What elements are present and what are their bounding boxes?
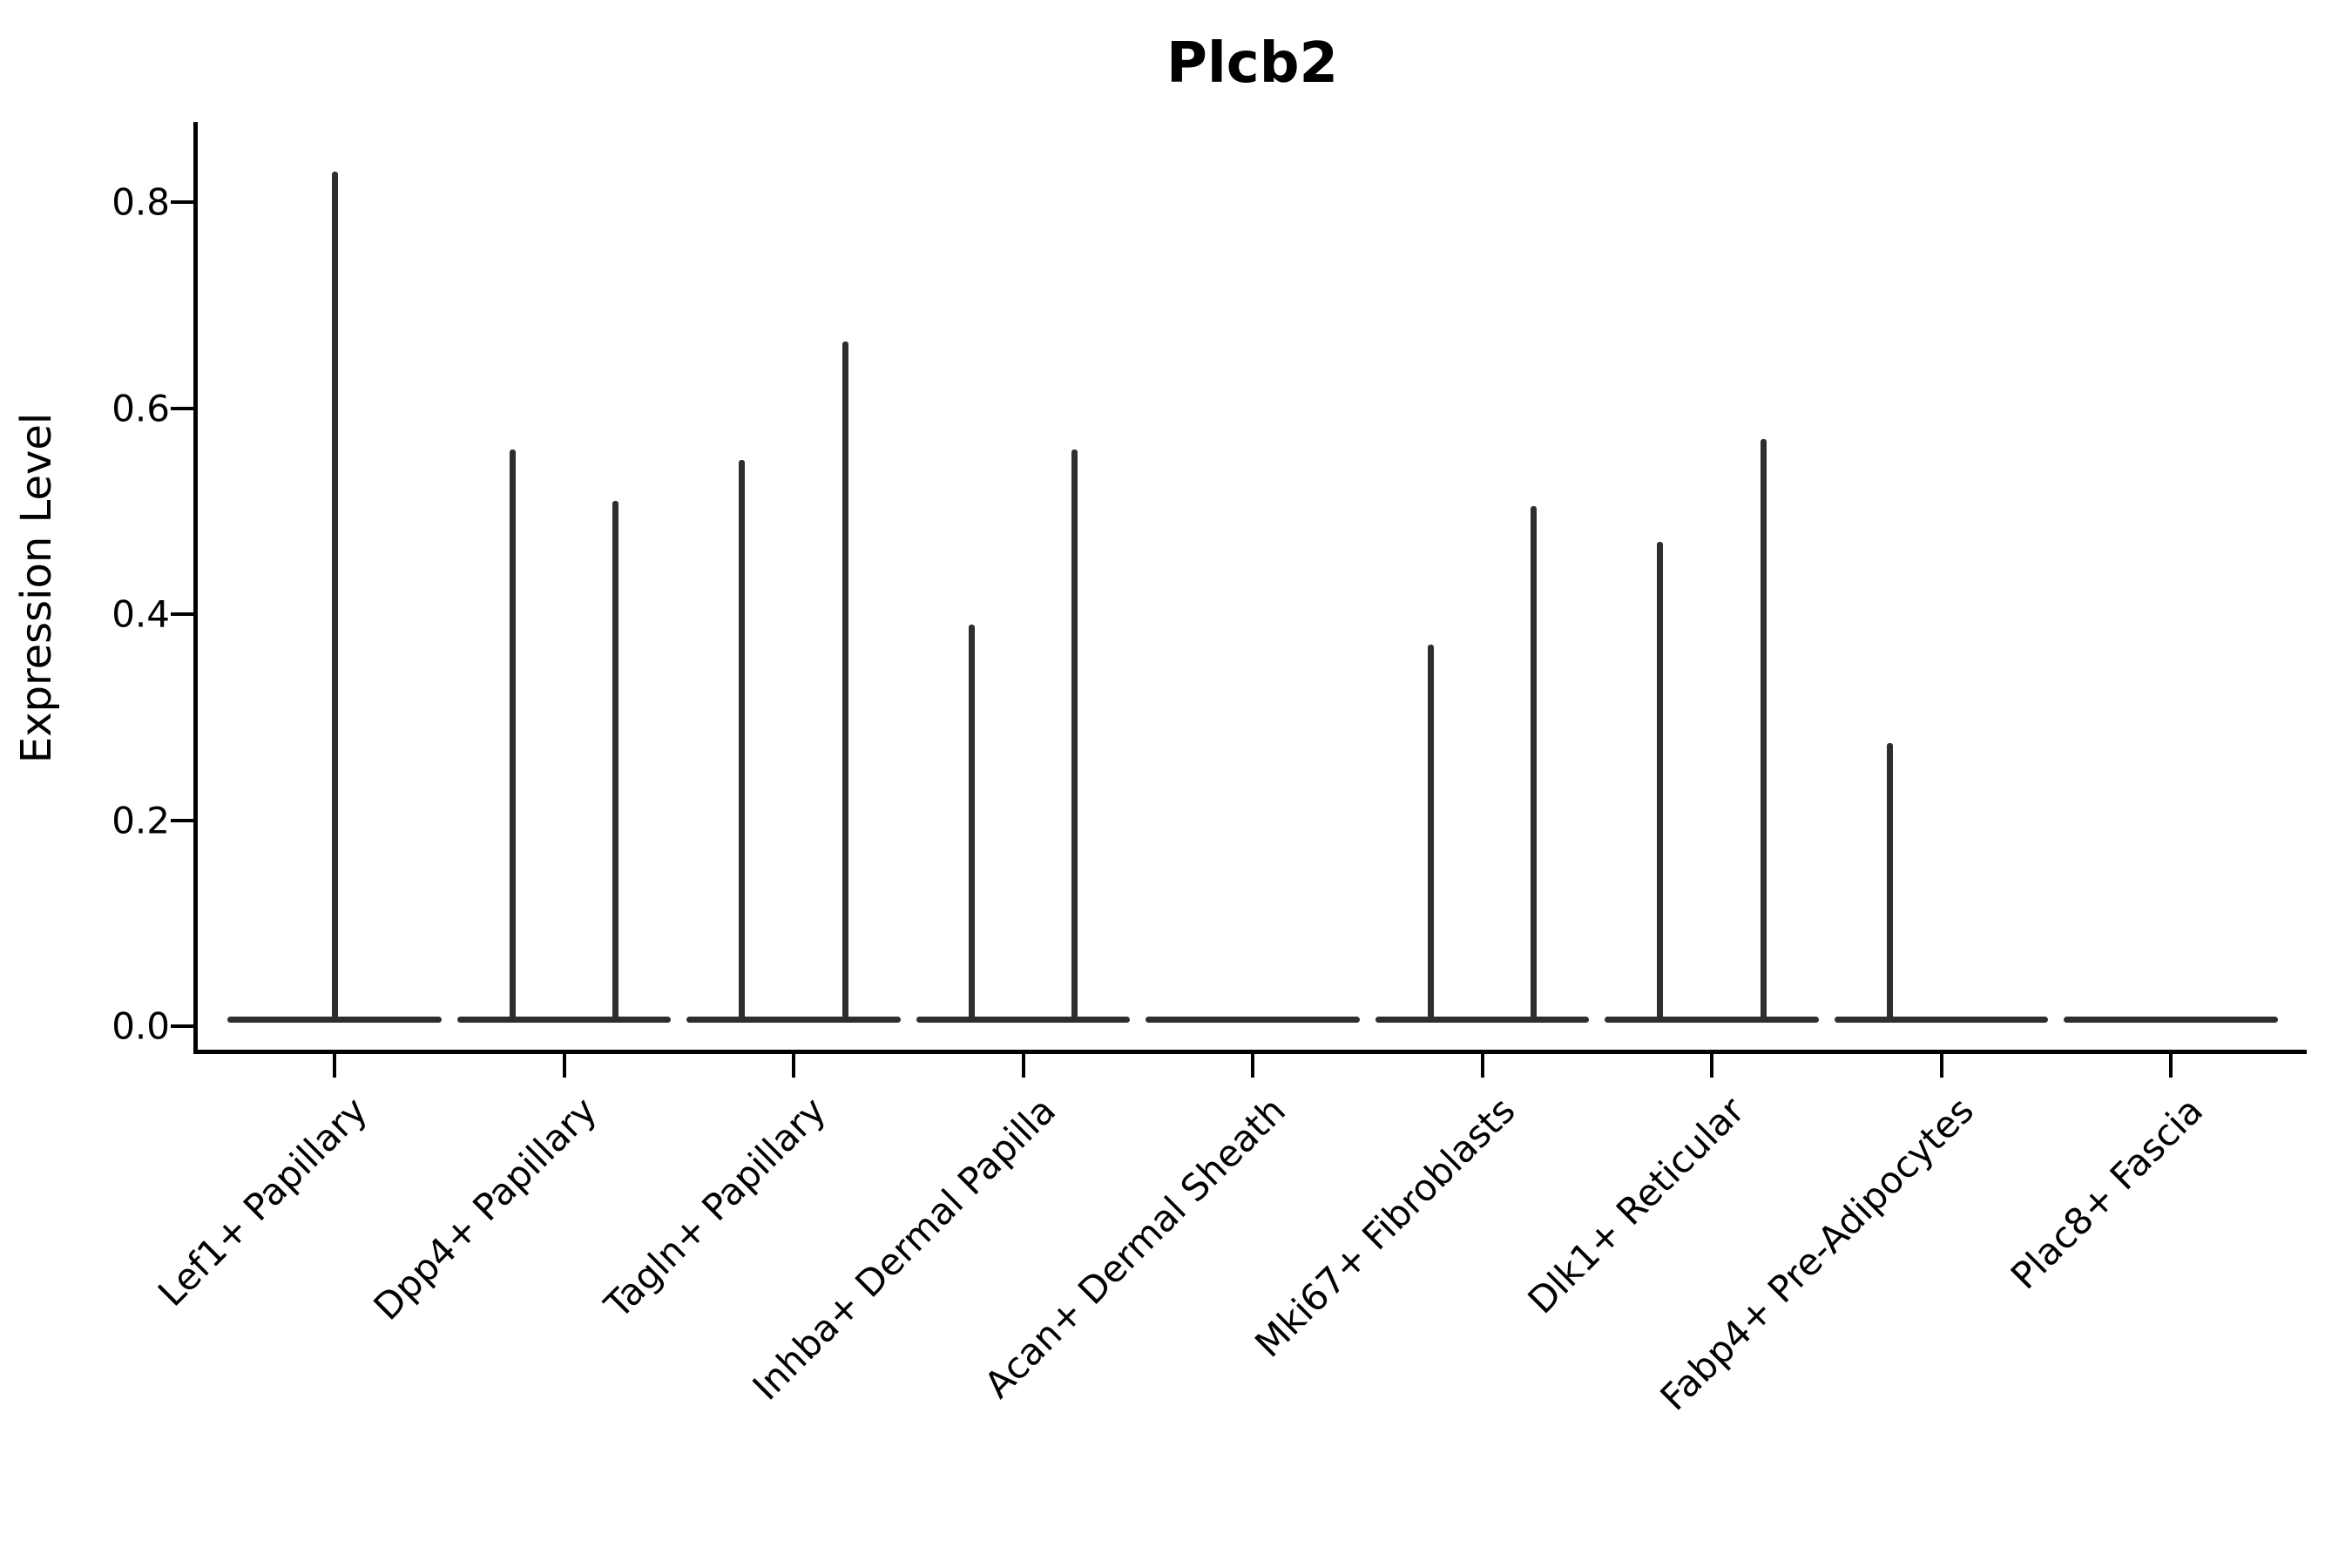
violin-spike [1427, 645, 1434, 1019]
x-tick-label-text: Lef1+ Papillary [149, 1089, 375, 1315]
x-tick [2169, 1054, 2173, 1078]
y-tick [171, 406, 193, 410]
violin-base [227, 1016, 442, 1023]
violin-base [1146, 1016, 1360, 1023]
violin-spike [331, 171, 338, 1019]
violin-spike [1886, 742, 1893, 1019]
x-tick [792, 1054, 795, 1078]
x-tick-label-text: Dpp4+ Papillary [365, 1089, 605, 1328]
y-tick [171, 1024, 193, 1028]
violin-spike [1531, 505, 1538, 1019]
violin-spike [1760, 438, 1767, 1019]
violin-base [916, 1016, 1131, 1023]
violin-spike [968, 624, 975, 1019]
y-axis-label-text: Expression Level [12, 412, 61, 764]
plot-title: Plcb2 [1166, 31, 1339, 96]
violin-base [1375, 1016, 1590, 1023]
x-tick-label-text: Tagln+ Papillary [596, 1089, 835, 1327]
y-tick-label: 0.8 [112, 180, 170, 224]
violin-base [456, 1016, 672, 1023]
x-tick [1710, 1054, 1713, 1078]
violin-spike [612, 500, 619, 1019]
violin-spike [1657, 542, 1664, 1019]
violin-base [1834, 1016, 2049, 1023]
x-tick [1021, 1054, 1025, 1078]
y-tick-label: 0.0 [112, 1004, 170, 1048]
violin-base [1605, 1016, 1819, 1023]
violin-base [2064, 1016, 2278, 1023]
x-tick-label-text: Dlk1+ Reticular [1519, 1089, 1753, 1322]
violin-spike [739, 459, 746, 1019]
x-tick-label-text: Plac8+ Fascia [2003, 1089, 2212, 1298]
y-tick [171, 200, 193, 204]
bottom-spine [193, 1050, 2307, 1054]
x-tick [1939, 1054, 1943, 1078]
x-tick [1251, 1054, 1254, 1078]
violin-spike [1071, 449, 1078, 1019]
x-tick [333, 1054, 336, 1078]
y-tick [171, 612, 193, 616]
x-tick [562, 1054, 566, 1078]
y-tick-label: 0.6 [112, 387, 170, 429]
left-spine [193, 122, 198, 1054]
y-tick-label: 0.2 [112, 799, 170, 841]
x-tick [1480, 1054, 1484, 1078]
y-tick-label: 0.4 [112, 592, 170, 636]
violin-base [686, 1016, 901, 1023]
x-tick-label-text: Mki67+ Fibroblasts [1246, 1089, 1524, 1366]
violin-spike [841, 341, 848, 1019]
violin-spike [509, 449, 516, 1019]
y-tick [171, 818, 193, 822]
